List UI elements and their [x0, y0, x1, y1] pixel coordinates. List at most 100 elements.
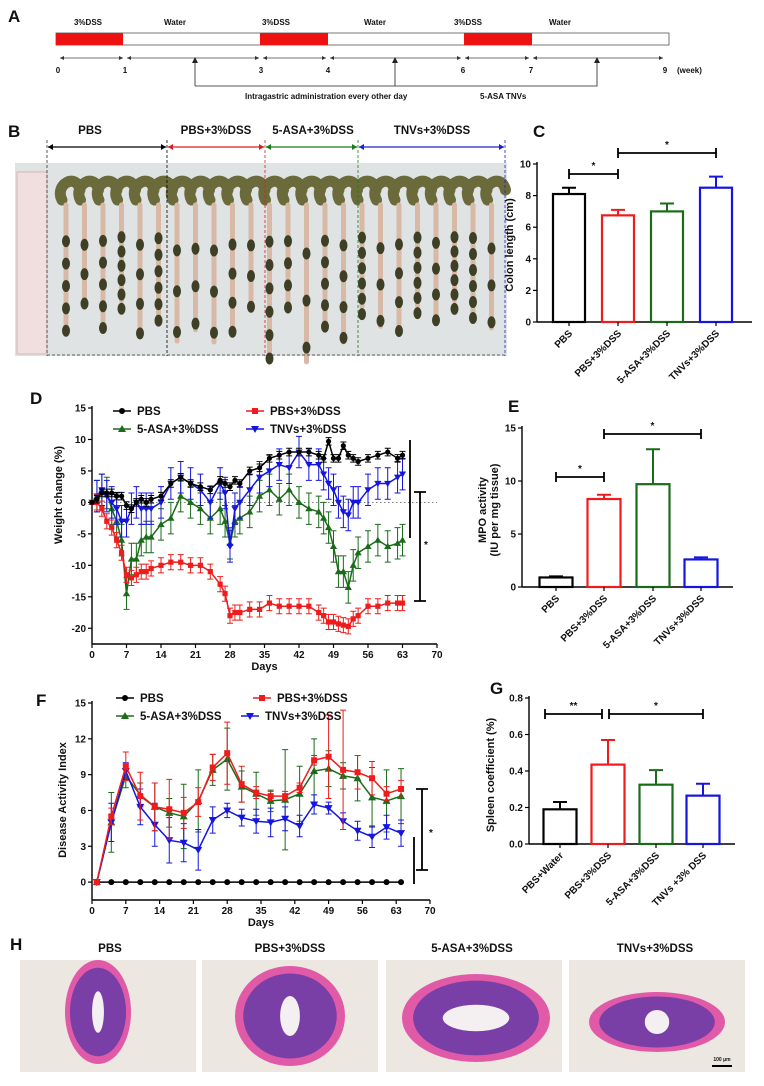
y-tick-label: 0.0	[509, 840, 523, 851]
fecal-pellet	[154, 232, 163, 245]
marker-circle	[138, 496, 144, 502]
error-bar	[553, 801, 567, 810]
marker-circle	[296, 449, 302, 455]
marker-triangle-down	[374, 480, 382, 488]
marker-circle	[398, 879, 405, 886]
colon-head	[480, 175, 511, 206]
fecal-pellet	[154, 248, 163, 261]
marker-triangle-down	[231, 506, 239, 513]
marker-circle	[122, 879, 129, 886]
fecal-pellet	[210, 326, 218, 339]
panel-label-e: E	[508, 397, 519, 416]
marker-triangle-down	[364, 487, 372, 494]
marker-circle	[123, 502, 130, 509]
significance-label: *	[429, 828, 433, 839]
marker-circle	[267, 879, 274, 886]
histology-panel-h: PBS PBS+3%DSS 5-ASA+3%DSS TNVs+3%DSS 100…	[20, 943, 745, 1072]
bar	[635, 483, 671, 589]
marker-triangle-down	[208, 817, 217, 825]
marker-circle	[143, 499, 149, 505]
series-line	[96, 768, 402, 883]
fecal-pellet	[450, 274, 459, 287]
fecal-pellet	[358, 262, 366, 275]
marker-circle	[122, 695, 128, 701]
marker-triangle-down	[354, 499, 362, 506]
marker-circle	[222, 480, 228, 487]
marker-triangle-down	[157, 499, 165, 506]
legend-label: PBS+3%DSS	[270, 406, 341, 418]
marker-square	[252, 408, 258, 414]
marker-square	[365, 603, 371, 609]
line-chart-f: 0 3 6 9 12 15 0 7 14 21 28 35 42 49 56 63 70 Days Disease …	[57, 693, 436, 929]
fecal-pellet	[413, 261, 422, 274]
marker-circle	[232, 477, 238, 483]
x-tick-label: PBS+3%DSS	[563, 850, 614, 901]
marker-square	[209, 764, 216, 771]
marker-square	[151, 803, 158, 810]
y-tick-label: 15	[505, 424, 517, 435]
error-bar	[649, 769, 663, 785]
marker-triangle-up	[196, 505, 205, 512]
significance-bracket	[413, 788, 428, 884]
y-tick-label: 0.8	[509, 694, 523, 705]
marker-triangle-up	[398, 536, 407, 543]
marker-square	[399, 600, 406, 606]
fecal-pellet	[80, 238, 89, 251]
marker-triangle-down	[275, 462, 283, 469]
marker-triangle-down	[252, 818, 261, 826]
x-tick-label: TNVs+3%DSS	[652, 593, 707, 648]
marker-triangle-up	[121, 712, 129, 719]
fecal-pellet	[228, 325, 237, 338]
week-label: 9	[663, 66, 668, 75]
fecal-pellet	[339, 239, 348, 252]
marker-triangle-down	[266, 819, 275, 827]
marker-square	[267, 793, 274, 800]
marker-circle	[238, 879, 245, 886]
marker-circle	[209, 879, 216, 886]
marker-circle	[89, 499, 95, 505]
marker-circle	[168, 480, 174, 487]
marker-circle	[158, 493, 164, 499]
fecal-pellet	[413, 307, 422, 320]
marker-circle	[311, 879, 318, 886]
fecal-pellet	[432, 314, 440, 327]
fecal-pellet	[99, 256, 107, 269]
error-bar	[694, 556, 708, 560]
marker-square	[330, 619, 337, 625]
y-tick-label: 0.4	[509, 767, 523, 778]
fecal-pellet	[469, 264, 477, 277]
fecal-pellet	[62, 279, 70, 292]
significance-bracket	[555, 472, 605, 482]
y-tick-label: 0	[80, 878, 86, 889]
y-axis-label: MPO activity	[477, 476, 489, 543]
y-tick-label: 5	[80, 466, 86, 477]
marker-circle	[286, 449, 292, 455]
fecal-pellet	[136, 297, 144, 310]
marker-square	[104, 518, 110, 524]
histology-title: TNVs+3%DSS	[617, 943, 694, 955]
marker-circle	[207, 487, 213, 493]
marker-square	[178, 559, 184, 565]
marker-square	[383, 790, 390, 797]
marker-triangle-down	[265, 468, 274, 475]
marker-triangle-up	[137, 536, 145, 543]
marker-triangle-up	[329, 542, 338, 550]
fecal-pellet	[339, 301, 348, 314]
timeline-panel-a: 3%DSS Water 3%DSS Water 3%DSS Water 0 1 …	[55, 18, 702, 101]
fecal-pellet	[117, 274, 126, 287]
series-line	[91, 450, 403, 547]
bar	[638, 783, 674, 846]
fecal-pellet	[99, 322, 107, 335]
marker-triangle-down	[393, 474, 402, 481]
marker-square	[118, 550, 125, 556]
marker-square	[227, 613, 233, 619]
tissue-lumen	[644, 1010, 670, 1034]
x-tick-label: 14	[154, 906, 166, 917]
bar	[600, 214, 636, 324]
marker-square	[143, 569, 149, 575]
x-tick-label: 42	[289, 906, 301, 917]
error-bar	[646, 448, 660, 485]
marker-triangle-down	[281, 815, 290, 823]
fecal-pellet	[80, 268, 89, 281]
fecal-pellet	[99, 278, 107, 291]
